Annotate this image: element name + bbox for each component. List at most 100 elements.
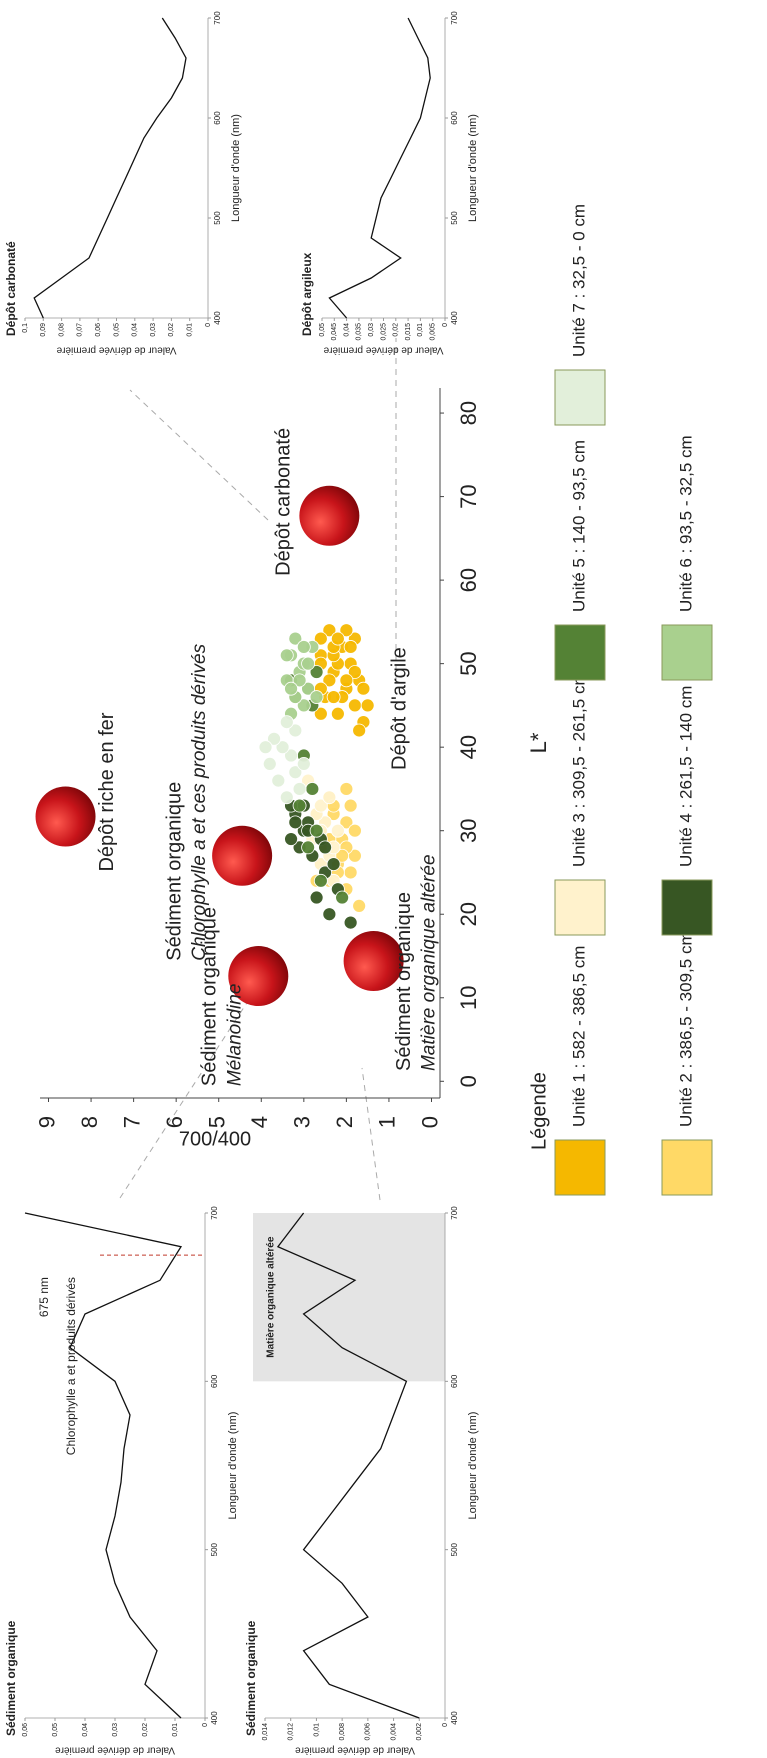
zone-sphere xyxy=(343,931,404,992)
scatter-point xyxy=(339,623,354,638)
scatter-point xyxy=(326,857,341,872)
legend-swatch xyxy=(661,624,713,681)
scatter-point xyxy=(296,756,311,771)
y-tick-label: 0 xyxy=(442,1723,449,1727)
scatter-point xyxy=(296,698,311,713)
inset-title: Dépôt argileux xyxy=(300,252,314,336)
y-tick-label: 0,04 xyxy=(343,323,350,337)
zone-sphere xyxy=(35,786,96,847)
scatter-point xyxy=(352,723,367,738)
y-tick-label: 0,02 xyxy=(393,323,400,337)
scatter-point xyxy=(360,698,375,713)
x-tick-label: 500 xyxy=(210,1542,219,1556)
y-tick-label: 0,025 xyxy=(380,323,387,341)
y-tick-label: 0,02 xyxy=(168,323,175,337)
x-axis-label: Longueur d'onde (nm) xyxy=(467,114,479,222)
zone-label: Sédiment organique xyxy=(163,782,185,961)
x-tick-label: 40 xyxy=(456,735,481,759)
legend-swatch xyxy=(554,1139,606,1196)
x-tick-label: 600 xyxy=(450,1374,459,1388)
y-tick-label: 4 xyxy=(247,1116,272,1128)
legend-swatch xyxy=(661,1139,713,1196)
x-tick-label: 60 xyxy=(456,568,481,592)
y-tick-label: 0,02 xyxy=(142,1723,149,1737)
scatter-point xyxy=(301,840,315,855)
x-tick-label: 70 xyxy=(456,484,481,508)
spectrum-line xyxy=(276,1212,420,1719)
zone-label: Dépôt carbonaté xyxy=(273,428,295,576)
scatter-point xyxy=(279,715,294,730)
scatter-point xyxy=(284,832,298,846)
legend-swatch xyxy=(554,624,606,681)
scatter-point xyxy=(330,823,345,838)
y-tick-label: 0,1 xyxy=(22,323,29,333)
scatter-point xyxy=(322,907,337,922)
y-tick-label: 0,03 xyxy=(368,323,375,337)
y-tick-label: 0,035 xyxy=(356,323,363,341)
scatter-point xyxy=(330,706,345,721)
marker-note: Chlorophylle a et produits dérivés xyxy=(64,1277,78,1455)
y-tick-label: 0,06 xyxy=(22,1723,29,1737)
scatter-point xyxy=(288,723,303,738)
legend-label: Unité 7 : 32,5 - 0 cm xyxy=(569,204,588,357)
y-tick-label: 8 xyxy=(77,1116,102,1128)
y-axis-label: 700/400 xyxy=(179,1128,251,1150)
scatter-point xyxy=(347,665,362,679)
scatter-point xyxy=(271,773,286,788)
scatter-point xyxy=(313,706,328,721)
scatter-point xyxy=(339,673,354,688)
y-tick-label: 0,015 xyxy=(405,323,412,341)
x-tick-label: 700 xyxy=(450,11,459,25)
scatter-point xyxy=(267,731,281,746)
scatter-point xyxy=(347,698,362,713)
x-tick-label: 500 xyxy=(450,1542,459,1556)
y-tick-label: 7 xyxy=(119,1116,144,1128)
y-tick-label: 0,002 xyxy=(416,1723,423,1741)
y-tick-label: 1 xyxy=(375,1116,400,1128)
legend-swatch xyxy=(554,369,606,426)
scatter-point xyxy=(313,873,328,888)
scatter-point xyxy=(292,782,307,796)
y-tick-label: 0,008 xyxy=(339,1723,346,1741)
scatter-point xyxy=(279,648,294,663)
y-tick-label: 0,07 xyxy=(77,323,84,337)
scatter-point xyxy=(326,690,341,704)
shaded-region xyxy=(253,1213,445,1382)
scatter-point xyxy=(258,740,273,755)
scatter-point xyxy=(335,890,350,905)
x-tick-label: 400 xyxy=(450,311,459,325)
legend-label: Unité 4 : 261,5 - 140 cm xyxy=(676,686,695,867)
connector-lines xyxy=(119,338,397,1201)
x-tick-label: 400 xyxy=(210,1711,219,1725)
y-tick-label: 0,014 xyxy=(262,1723,269,1741)
shade-label: Matière organique altérée xyxy=(266,1236,277,1358)
legend-label: Unité 6 : 93,5 - 32,5 cm xyxy=(676,435,695,612)
x-axis-label: Longueur d'onde (nm) xyxy=(227,1412,239,1520)
spectrum-line xyxy=(328,17,431,319)
scatter-point xyxy=(318,840,333,855)
y-tick-label: 0,012 xyxy=(288,1723,295,1741)
y-tick-label: 2 xyxy=(332,1116,357,1128)
scatter-point xyxy=(343,915,358,930)
x-tick-label: 700 xyxy=(450,1206,459,1220)
spectrum-line xyxy=(24,1212,183,1719)
zone-sublabel: Matière organique altérée xyxy=(419,854,440,1071)
inset-title: Dépôt carbonaté xyxy=(4,241,18,336)
zone-sublabel: Chlorophylle a et ces produits dérivés xyxy=(189,643,210,960)
x-tick-label: 600 xyxy=(210,1374,219,1388)
scatter-point xyxy=(309,823,324,838)
zone-label: Dépôt d'argile xyxy=(388,647,410,770)
scatter-point xyxy=(309,690,324,704)
scatter-point xyxy=(352,898,367,913)
scatter-point xyxy=(288,631,303,646)
scatter-point xyxy=(313,798,328,813)
y-tick-label: 0,03 xyxy=(150,323,157,337)
scatter-point xyxy=(262,756,277,771)
scatter-point xyxy=(284,748,298,763)
y-tick-label: 0,04 xyxy=(132,323,139,337)
y-tick-label: 3 xyxy=(290,1116,315,1128)
y-tick-label: 0,05 xyxy=(52,1723,59,1737)
scatter-point xyxy=(301,656,315,671)
scatter-point xyxy=(309,665,324,679)
x-tick-label: 700 xyxy=(210,1206,219,1220)
